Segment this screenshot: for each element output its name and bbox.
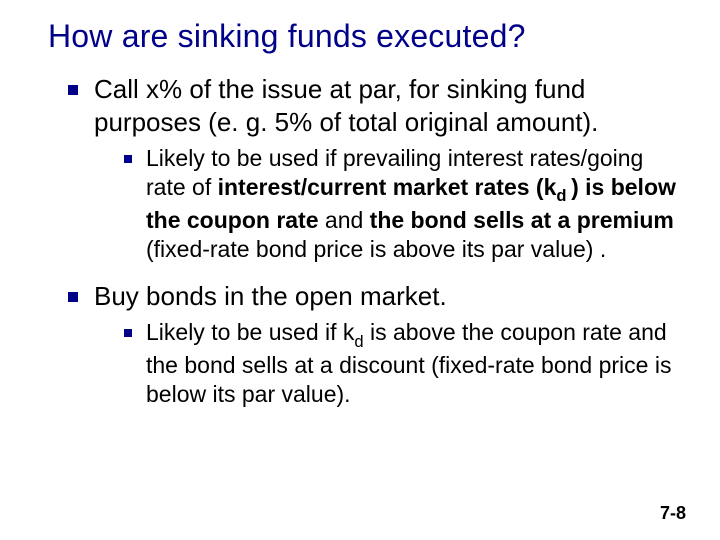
list-item: Call x% of the issue at par, for sinking… xyxy=(68,73,686,138)
bullet-square-icon xyxy=(68,85,78,95)
sub-list-item-text: Likely to be used if prevailing interest… xyxy=(146,144,686,264)
bullet-square-icon xyxy=(124,155,132,163)
slide-title: How are sinking funds executed? xyxy=(48,18,686,55)
bullet-list: Call x% of the issue at par, for sinking… xyxy=(48,73,686,409)
page-number: 7-8 xyxy=(660,503,686,524)
sub-list-item: Likely to be used if kd is above the cou… xyxy=(124,318,686,409)
bullet-square-icon xyxy=(68,292,78,302)
list-item: Buy bonds in the open market. xyxy=(68,280,686,313)
bullet-square-icon xyxy=(124,329,132,337)
sub-list-item-text: Likely to be used if kd is above the cou… xyxy=(146,318,686,409)
list-item-text: Call x% of the issue at par, for sinking… xyxy=(94,73,686,138)
sub-list-item: Likely to be used if prevailing interest… xyxy=(124,144,686,264)
list-item-text: Buy bonds in the open market. xyxy=(94,280,447,313)
